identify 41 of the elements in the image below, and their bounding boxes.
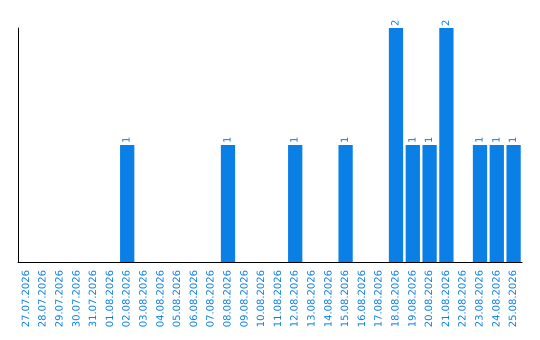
x-tick-label: 07.08.2026 bbox=[206, 270, 217, 328]
x-tick-label: 23.08.2026 bbox=[474, 270, 486, 328]
x-tick-label: 08.08.2026 bbox=[222, 270, 234, 328]
x-tick-label: 15.08.2026 bbox=[340, 270, 352, 328]
x-tick-label: 20.08.2026 bbox=[424, 270, 436, 328]
x-tick-label: 31.07.2026 bbox=[88, 270, 100, 328]
x-tick-label: 30.07.2026 bbox=[71, 270, 82, 328]
x-tick-label: 28.07.2026 bbox=[38, 270, 49, 328]
x-tick-label: 01.08.2026 bbox=[104, 270, 116, 328]
data-label: 1 bbox=[424, 136, 436, 143]
x-tick-label: 16.08.2026 bbox=[356, 270, 368, 328]
x-tick-label: 25.08.2026 bbox=[508, 270, 520, 328]
x-tick-label: 24.08.2026 bbox=[491, 270, 502, 328]
x-tick-label: 12.08.2026 bbox=[290, 270, 301, 328]
x-tick-label: 10.08.2026 bbox=[256, 270, 268, 328]
data-label: 1 bbox=[290, 136, 301, 143]
x-tick-label: 06.08.2026 bbox=[188, 270, 200, 328]
x-tick-label: 09.08.2026 bbox=[239, 270, 250, 328]
x-tick-label: 17.08.2026 bbox=[374, 270, 385, 328]
data-label: 2 bbox=[440, 20, 452, 26]
x-tick-label: 14.08.2026 bbox=[323, 270, 334, 328]
data-label: 2 bbox=[390, 20, 402, 26]
x-tick-label: 03.08.2026 bbox=[138, 270, 150, 328]
x-tick-label: 21.08.2026 bbox=[440, 270, 452, 328]
x-tick-label: 04.08.2026 bbox=[155, 270, 166, 328]
x-tick-label: 02.08.2026 bbox=[122, 270, 133, 328]
x-tick-label: 18.08.2026 bbox=[390, 270, 402, 328]
data-label: 1 bbox=[407, 136, 418, 143]
x-tick-label: 27.07.2026 bbox=[20, 270, 32, 328]
data-label: 1 bbox=[340, 136, 352, 143]
data-label: 1 bbox=[222, 136, 234, 143]
data-label: 1 bbox=[508, 136, 520, 143]
x-tick-label: 05.08.2026 bbox=[172, 270, 184, 328]
data-label: 1 bbox=[491, 136, 502, 143]
x-tick-label: 13.08.2026 bbox=[306, 270, 318, 328]
x-tick-label: 22.08.2026 bbox=[458, 270, 469, 328]
data-label: 1 bbox=[122, 136, 133, 143]
x-tick-label: 19.08.2026 bbox=[407, 270, 418, 328]
data-label: 1 bbox=[474, 136, 486, 143]
x-tick-label: 11.08.2026 bbox=[272, 270, 284, 328]
x-tick-label: 29.07.2026 bbox=[54, 270, 66, 328]
